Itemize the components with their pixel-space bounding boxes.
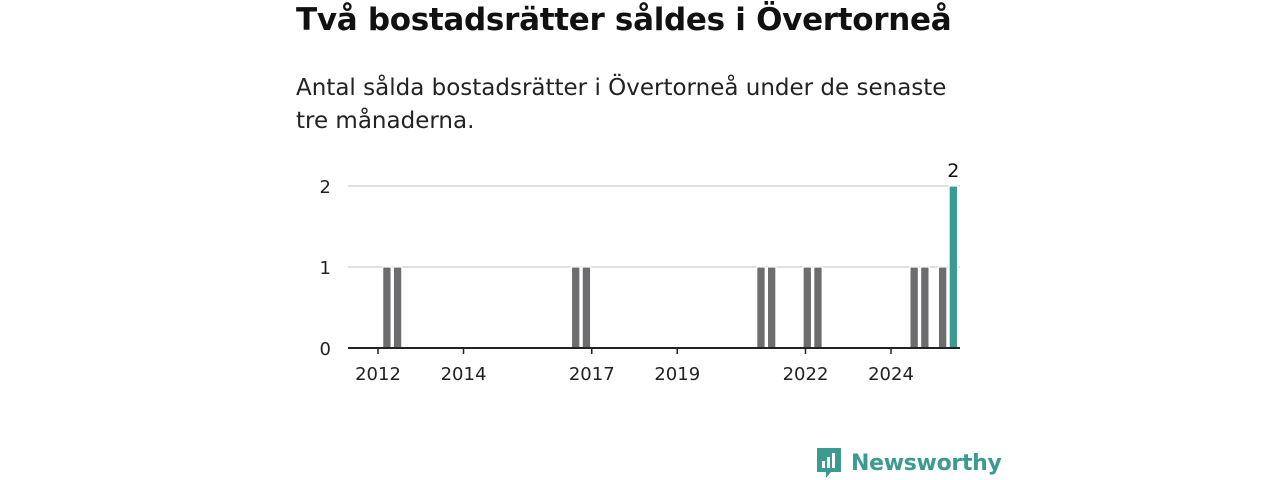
- bar: [570, 266, 581, 349]
- bar: [382, 266, 392, 349]
- y-tick-label: 0: [320, 339, 331, 360]
- newsworthy-logo: Newsworthy: [815, 446, 1002, 480]
- data-label: 2: [947, 160, 959, 182]
- chart-title: Två bostadsrätter såldes i Övertorneå: [296, 2, 952, 38]
- bar: [937, 266, 948, 349]
- bar: [909, 266, 920, 349]
- bar: [919, 266, 930, 349]
- bar-chart-bubble-icon: [817, 448, 841, 478]
- y-tick-label: 1: [320, 258, 331, 279]
- bar: [802, 266, 813, 349]
- bar: [766, 266, 777, 349]
- bar: [813, 266, 823, 349]
- y-tick-label: 2: [320, 177, 331, 198]
- x-tick-label: 2024: [868, 364, 914, 385]
- brand-name: Newsworthy: [851, 450, 1002, 476]
- x-tick-label: 2012: [355, 364, 401, 385]
- x-tick-label: 2022: [783, 364, 829, 385]
- bar: [948, 185, 959, 349]
- bar: [581, 266, 592, 349]
- bar: [756, 266, 766, 349]
- x-tick-label: 2019: [654, 364, 700, 385]
- x-tick-label: 2014: [441, 364, 487, 385]
- bar-chart: 0 1 2 2 2012 2014 2017 2019 2022 2024: [320, 160, 960, 385]
- bar: [392, 266, 403, 349]
- x-tick-label: 2017: [569, 364, 615, 385]
- chart-subtitle: Antal sålda bostadsrätter i Övertorneå u…: [296, 75, 947, 134]
